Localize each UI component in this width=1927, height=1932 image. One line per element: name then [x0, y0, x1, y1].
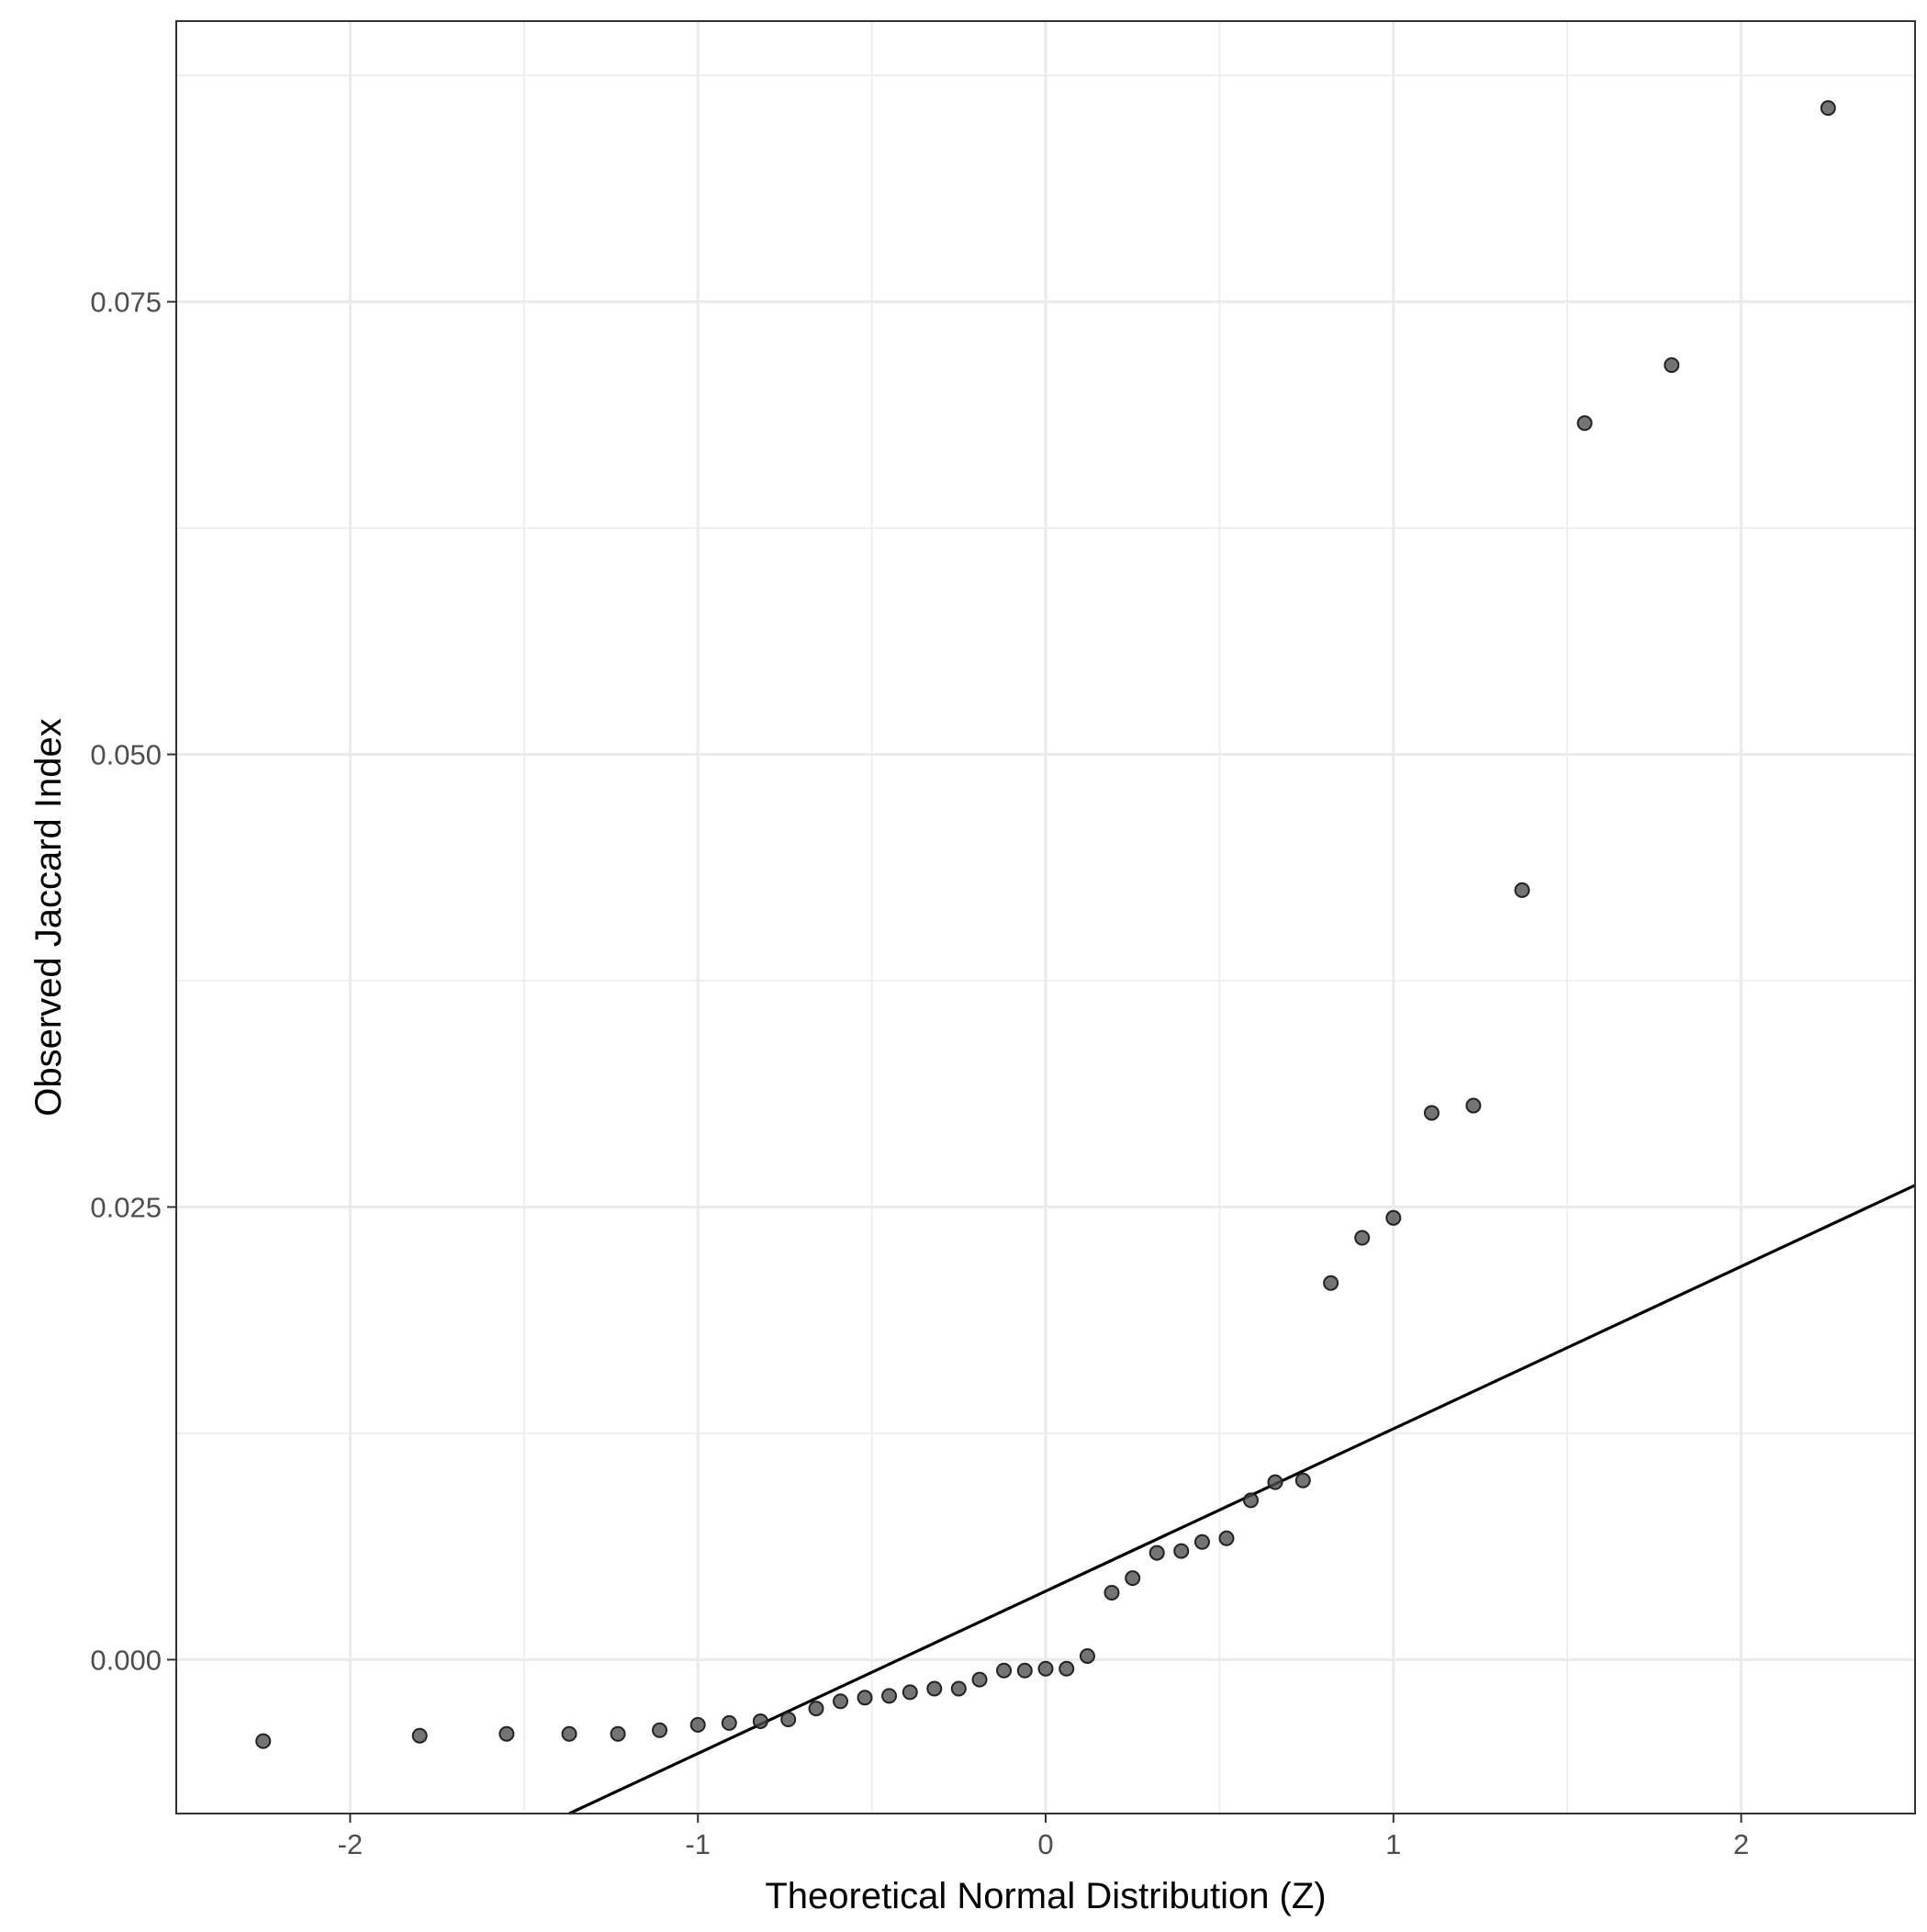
data-point — [752, 1713, 768, 1729]
data-point — [926, 1680, 943, 1697]
data-point — [1059, 1660, 1075, 1677]
data-point — [1664, 357, 1680, 374]
data-point — [1354, 1230, 1371, 1246]
data-point — [1218, 1530, 1235, 1546]
data-point — [721, 1714, 737, 1731]
data-point — [1465, 1097, 1482, 1114]
data-point — [1423, 1105, 1440, 1121]
data-point — [1193, 1533, 1210, 1550]
data-point — [1267, 1474, 1283, 1490]
data-point — [652, 1722, 668, 1738]
data-point — [950, 1680, 967, 1697]
data-point — [689, 1716, 706, 1733]
x-tick-label: -2 — [338, 1828, 364, 1860]
data-point — [1037, 1660, 1054, 1677]
data-point — [1576, 415, 1593, 432]
y-axis: 0.000 0.025 0.050 0.075 — [90, 286, 176, 1676]
data-point — [996, 1662, 1013, 1679]
data-point — [1104, 1584, 1120, 1601]
x-tick-label: -1 — [685, 1828, 711, 1860]
data-point — [1294, 1472, 1311, 1488]
data-point — [902, 1684, 918, 1701]
data-point — [1148, 1544, 1165, 1561]
data-point — [499, 1725, 515, 1742]
data-point — [1125, 1570, 1141, 1587]
data-point — [1173, 1543, 1190, 1559]
x-tick-label: 2 — [1733, 1828, 1749, 1860]
x-axis: -2 -1 0 1 2 — [338, 1814, 1749, 1860]
data-point — [255, 1733, 272, 1749]
x-tick-label: 0 — [1037, 1828, 1053, 1860]
data-point — [1016, 1662, 1033, 1679]
data-point — [857, 1690, 873, 1706]
major-gridlines — [176, 21, 1915, 1814]
y-tick-label: 0.025 — [90, 1191, 162, 1223]
y-tick-label: 0.050 — [90, 739, 162, 771]
x-tick-label: 1 — [1385, 1828, 1401, 1860]
data-point — [1385, 1209, 1402, 1226]
data-point — [1323, 1275, 1339, 1291]
data-point — [610, 1725, 626, 1742]
data-point — [1514, 882, 1530, 898]
data-point — [780, 1711, 797, 1727]
data-point — [411, 1727, 428, 1744]
data-point — [1079, 1647, 1095, 1664]
y-tick-label: 0.000 — [90, 1644, 162, 1676]
data-point — [808, 1701, 824, 1717]
points-group — [255, 100, 1836, 1749]
data-point — [833, 1693, 849, 1710]
reference-line-group — [568, 1184, 1916, 1815]
y-axis-title: Observed Jaccard Index — [28, 718, 69, 1117]
data-point — [1820, 100, 1836, 117]
y-tick-label: 0.075 — [90, 286, 162, 319]
x-axis-title: Theoretical Normal Distribution (Z) — [765, 1876, 1326, 1916]
data-point — [971, 1671, 988, 1688]
data-point — [881, 1688, 898, 1704]
data-point — [561, 1725, 577, 1742]
data-point — [1242, 1492, 1259, 1509]
qq-reference-line — [568, 1184, 1916, 1815]
